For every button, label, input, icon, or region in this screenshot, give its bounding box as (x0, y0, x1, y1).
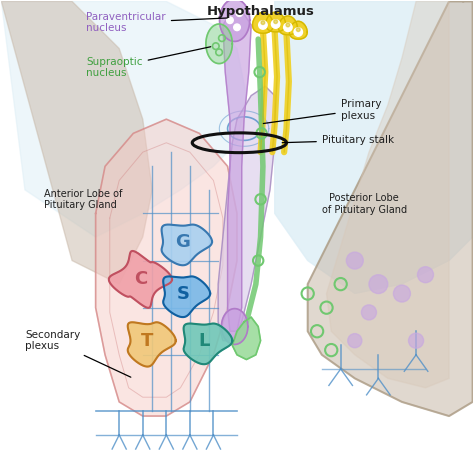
Circle shape (418, 267, 434, 283)
Circle shape (348, 334, 362, 348)
Polygon shape (308, 1, 473, 416)
Text: S: S (176, 284, 189, 302)
Polygon shape (223, 11, 251, 331)
Polygon shape (278, 16, 297, 35)
Polygon shape (289, 21, 307, 39)
Circle shape (346, 252, 363, 269)
Text: Posterior Lobe
of Pituitary Gland: Posterior Lobe of Pituitary Gland (322, 193, 407, 215)
Polygon shape (327, 1, 449, 388)
Circle shape (272, 20, 280, 28)
Text: Secondary
plexus: Secondary plexus (25, 330, 131, 377)
Polygon shape (109, 251, 172, 308)
Polygon shape (266, 12, 285, 32)
Polygon shape (162, 225, 212, 265)
Text: T: T (141, 332, 154, 350)
Polygon shape (218, 86, 275, 341)
Polygon shape (96, 119, 237, 416)
Circle shape (274, 20, 277, 24)
Circle shape (393, 285, 410, 302)
Circle shape (283, 23, 292, 32)
Polygon shape (128, 322, 176, 366)
Polygon shape (219, 0, 250, 41)
Circle shape (409, 333, 424, 348)
Circle shape (234, 24, 240, 31)
Circle shape (369, 275, 388, 293)
Polygon shape (1, 1, 246, 237)
Polygon shape (253, 12, 273, 33)
Circle shape (296, 28, 300, 32)
Circle shape (236, 10, 243, 17)
Circle shape (361, 305, 376, 320)
Polygon shape (183, 324, 232, 364)
Polygon shape (163, 276, 210, 317)
Circle shape (294, 28, 302, 36)
Circle shape (261, 21, 265, 25)
Circle shape (259, 21, 267, 29)
Text: L: L (198, 332, 210, 350)
Text: G: G (175, 233, 190, 251)
Circle shape (286, 23, 290, 27)
Text: Supraoptic
nucleus: Supraoptic nucleus (86, 47, 211, 78)
Polygon shape (221, 309, 248, 345)
Text: C: C (134, 270, 147, 288)
Text: Pituitary stalk: Pituitary stalk (282, 136, 394, 146)
Circle shape (227, 17, 233, 24)
Text: Primary
plexus: Primary plexus (264, 99, 381, 124)
Text: Hypothalamus: Hypothalamus (207, 5, 314, 18)
Polygon shape (206, 24, 232, 64)
Polygon shape (232, 317, 261, 359)
Polygon shape (275, 1, 473, 293)
Text: Paraventricular
nucleus: Paraventricular nucleus (86, 12, 227, 33)
Polygon shape (1, 1, 152, 284)
Text: Anterior Lobe of
Pituitary Gland: Anterior Lobe of Pituitary Gland (44, 189, 122, 210)
